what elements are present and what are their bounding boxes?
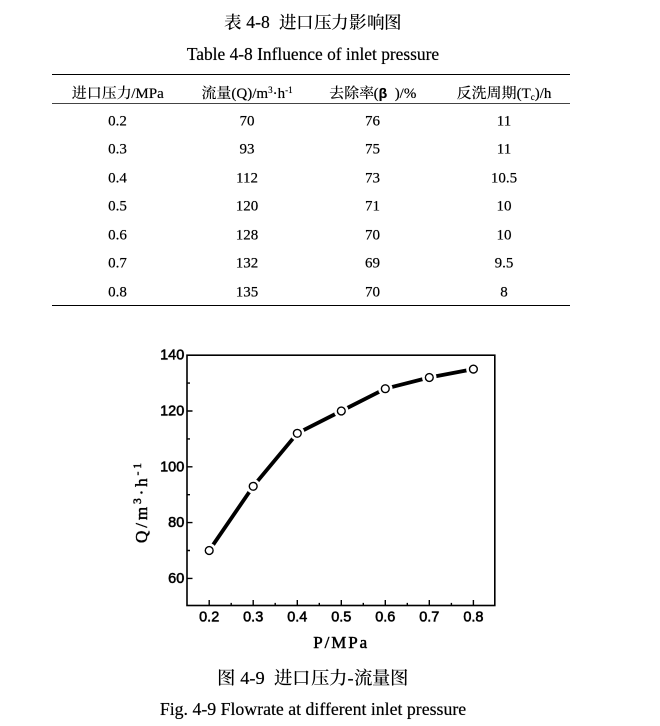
svg-text:0.6: 0.6 — [375, 610, 395, 626]
svg-text:100: 100 — [160, 459, 184, 475]
svg-text:120: 120 — [160, 404, 184, 420]
svg-text:P/MPa: P/MPa — [313, 633, 369, 652]
svg-text:0.3: 0.3 — [243, 610, 263, 626]
svg-text:80: 80 — [168, 515, 184, 531]
svg-text:0.5: 0.5 — [331, 610, 351, 626]
svg-text:0.8: 0.8 — [463, 610, 483, 626]
svg-text:60: 60 — [168, 571, 184, 587]
svg-text:0.7: 0.7 — [419, 610, 439, 626]
svg-text:0.2: 0.2 — [199, 610, 219, 626]
svg-text:Q/m3·h-1: Q/m3·h-1 — [132, 460, 151, 543]
svg-text:140: 140 — [160, 348, 184, 364]
svg-text:0.4: 0.4 — [287, 610, 307, 626]
